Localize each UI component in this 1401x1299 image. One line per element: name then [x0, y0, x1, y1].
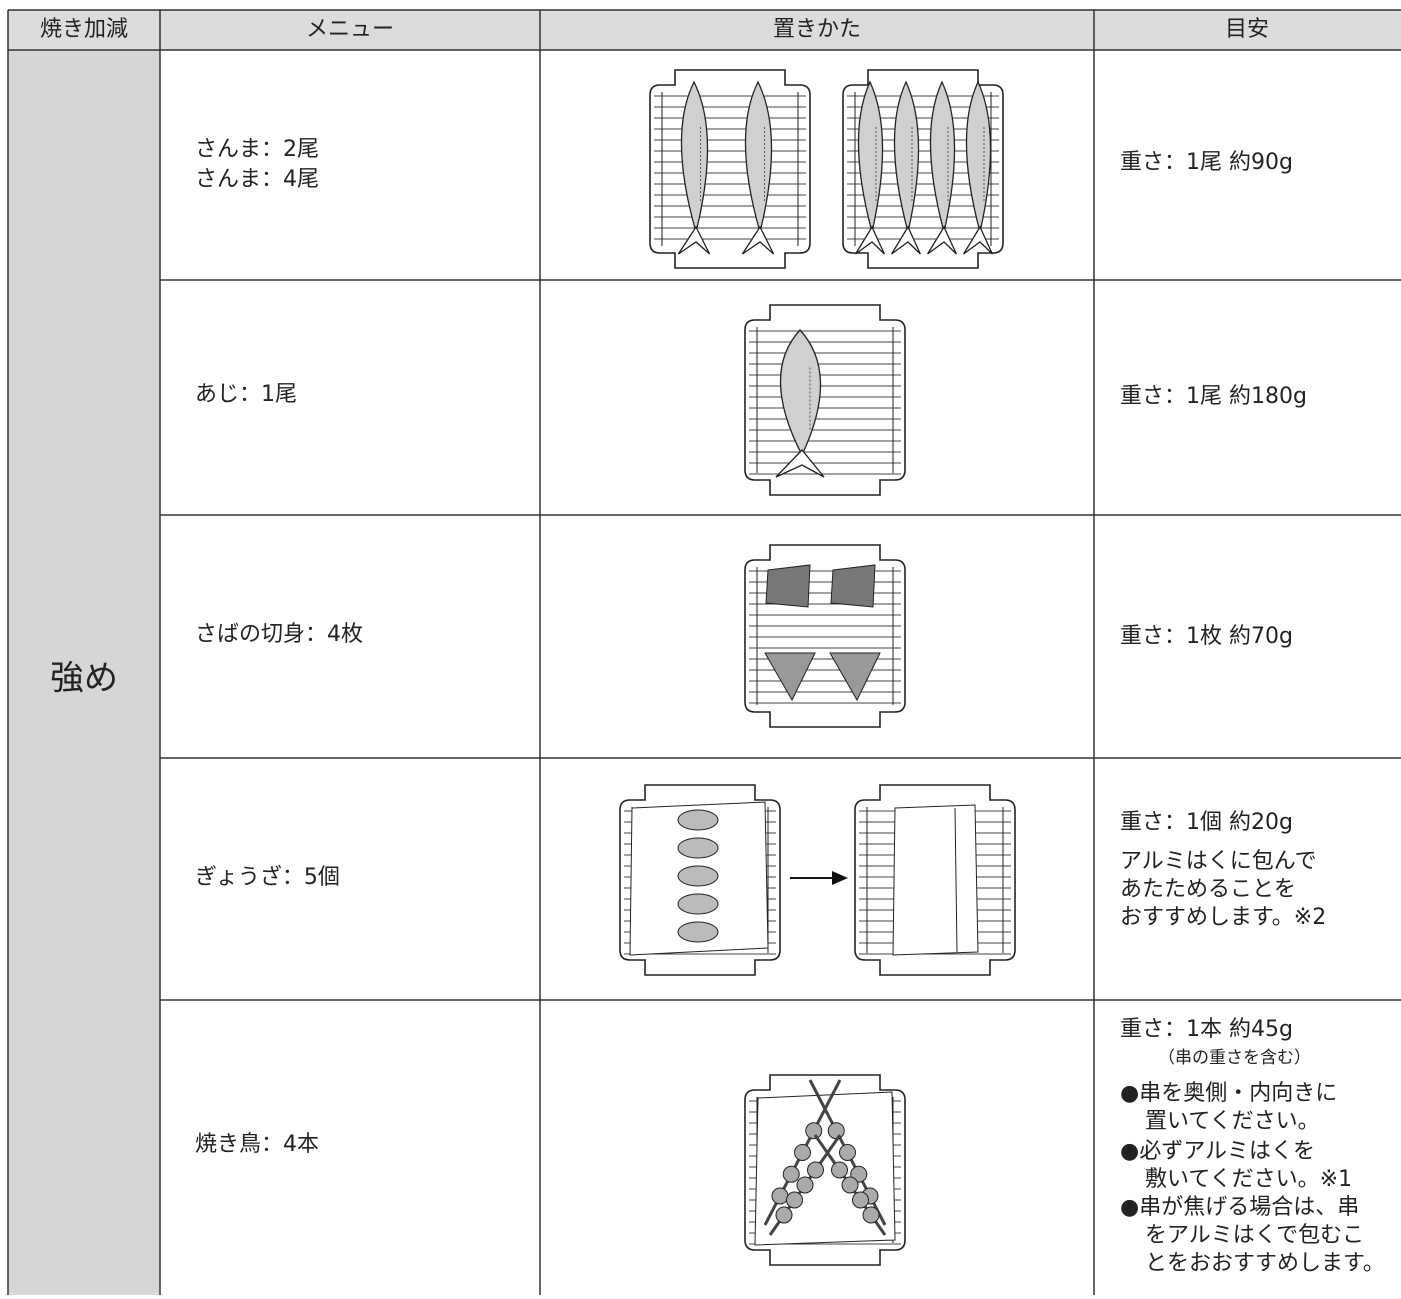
fish-tail: [677, 225, 711, 255]
fish-body: [857, 80, 884, 233]
fish-fillet: [829, 652, 881, 702]
header-cell: 目安: [1225, 17, 1269, 42]
dumpling: [677, 865, 719, 887]
menu-text: さんま：4尾: [195, 167, 319, 192]
guide-text: 重さ：1尾 約90g: [1120, 150, 1293, 175]
chicken: [839, 1144, 856, 1161]
rack-frame: [744, 304, 906, 496]
fish-fillet: [765, 564, 811, 608]
fish: [741, 80, 775, 255]
header-cell: 置きかた: [773, 17, 861, 42]
guide-text: 重さ：1尾 約180g: [1120, 384, 1307, 409]
guide-text: あたためることを: [1120, 877, 1296, 902]
guide-text: （串の重さを含む）: [1158, 1048, 1311, 1068]
menu-text: ぎょうざ：5個: [195, 864, 340, 890]
dumpling: [677, 809, 719, 831]
guide-text: 置いてください。: [1145, 1109, 1320, 1134]
fish-tail: [891, 225, 921, 255]
fish-tail: [855, 225, 885, 255]
guide-text: アルミはくに包んで: [1120, 849, 1317, 874]
guide-text: 重さ：1個 約20g: [1120, 810, 1293, 835]
fish-fillet: [764, 652, 816, 702]
chicken: [782, 1165, 800, 1183]
fish: [855, 80, 885, 255]
chicken: [852, 1191, 869, 1209]
foil-wrap: [892, 804, 979, 956]
guide-text: とをおおすすめします。: [1145, 1251, 1385, 1276]
chicken: [771, 1187, 789, 1205]
menu-text: さばの切身：4枚: [195, 622, 363, 647]
fish-body: [744, 80, 773, 235]
dumpling: [677, 921, 719, 943]
fish: [927, 80, 957, 255]
chicken: [831, 1161, 848, 1179]
fish-body: [680, 80, 709, 235]
level-label: 強め: [50, 659, 118, 699]
fish-tail: [927, 225, 957, 255]
fish-body: [929, 80, 956, 233]
chicken: [841, 1176, 859, 1194]
chicken: [796, 1176, 814, 1194]
fish-body: [893, 80, 920, 233]
guide-text: をアルミはくで包むこ: [1145, 1223, 1364, 1248]
rack-frame: [744, 544, 906, 728]
fish: [891, 80, 921, 255]
guide-text: 敷いてください。※1: [1145, 1167, 1352, 1192]
header-bg: [8, 10, 1401, 50]
fish-tail: [741, 225, 775, 255]
fish: [963, 80, 993, 255]
arrow-head: [832, 871, 848, 885]
rack-frame: [744, 1074, 906, 1266]
guide-text: 重さ：1本 約45g: [1120, 1017, 1293, 1042]
fish-tail: [775, 449, 825, 478]
guide-text: ●串を奥側・内向きに: [1120, 1081, 1337, 1106]
grill-rack: [649, 69, 811, 269]
fish-body: [965, 80, 992, 233]
chicken: [794, 1144, 811, 1161]
rack-frame: [619, 784, 781, 976]
header-cell: メニュー: [306, 17, 394, 42]
chicken: [775, 1206, 793, 1224]
foil-fold: [954, 807, 958, 953]
dumpling: [677, 893, 719, 915]
guide-text: ●串が焦げる場合は、串: [1120, 1195, 1359, 1220]
guide-text: ●必ずアルミはくを: [1120, 1139, 1315, 1164]
fish: [775, 329, 825, 478]
fish: [677, 80, 711, 255]
fish-tail: [963, 225, 993, 255]
fish-fillet: [830, 564, 876, 608]
fish-body: [779, 329, 822, 457]
chicken: [786, 1191, 803, 1209]
menu-text: 焼き鳥：4本: [195, 1132, 319, 1157]
dumpling: [677, 837, 719, 859]
rack-frame: [649, 69, 811, 269]
chicken: [807, 1161, 824, 1179]
menu-text: あじ：1尾: [195, 382, 297, 407]
menu-text: さんま：2尾: [195, 137, 319, 162]
header-cell: 焼き加減: [40, 17, 128, 42]
chicken: [805, 1122, 823, 1140]
grill-rack: [744, 304, 906, 496]
guide-text: おすすめします。※2: [1120, 905, 1326, 930]
chicken: [827, 1122, 845, 1140]
level-bg: [8, 50, 160, 1295]
grid: [7, 9, 1401, 1295]
rack-frame: [842, 69, 1004, 269]
chicken: [862, 1206, 880, 1224]
guide-text: 重さ：1枚 約70g: [1120, 624, 1293, 649]
rack-frame: [854, 784, 1016, 976]
